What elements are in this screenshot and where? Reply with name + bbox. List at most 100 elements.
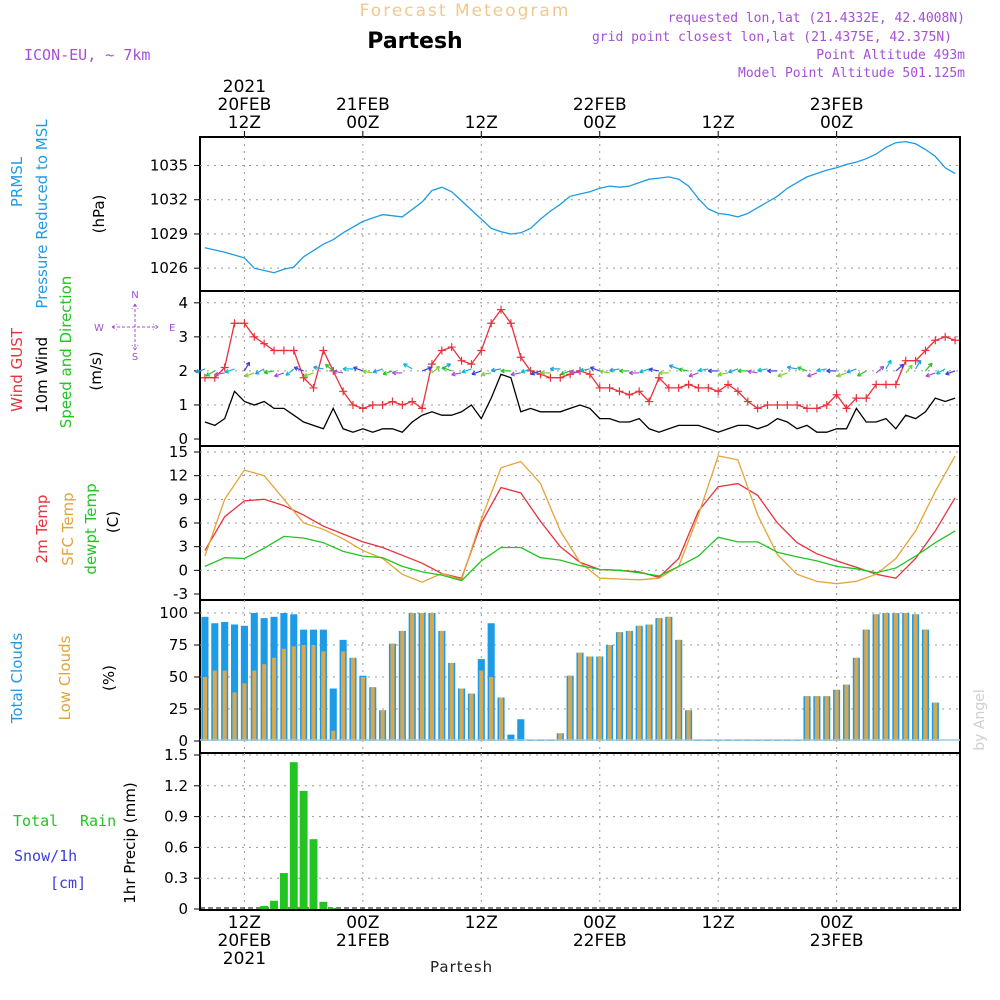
y-tick-label: 3 xyxy=(178,538,188,556)
low-clouds-bar xyxy=(410,613,415,741)
gust-point xyxy=(408,397,417,406)
wind-direction-arrow xyxy=(521,368,531,373)
temperature-panel: -3 0 3 6 9 12 15 xyxy=(169,443,961,603)
gust-point xyxy=(447,343,456,352)
low-clouds-bar xyxy=(587,656,592,741)
wind-direction-arrowhead xyxy=(490,367,496,373)
gust-point xyxy=(793,400,802,409)
wind-direction-arrowhead xyxy=(826,368,831,374)
wind-direction-arrow xyxy=(777,372,788,377)
gust-point xyxy=(872,380,881,389)
gust-point xyxy=(881,380,890,389)
wind-direction-arrowhead xyxy=(427,366,432,371)
temp-dewpt-label: dewpt Temp xyxy=(82,483,100,574)
top-axis-hour: 12Z xyxy=(228,113,261,133)
wind-direction-arrowhead xyxy=(263,369,269,375)
rain-label: Rain xyxy=(80,812,116,830)
gust-point xyxy=(289,346,298,355)
rain-bar xyxy=(309,839,318,909)
gust-point xyxy=(941,332,950,341)
low-clouds-bar xyxy=(498,697,504,741)
snow-unit-label: [cm] xyxy=(50,874,86,892)
low-clouds-bar xyxy=(429,613,435,741)
wind-direction-arrow xyxy=(471,370,482,375)
y-tick-label: -3 xyxy=(173,585,188,603)
wind-direction-arrowhead xyxy=(887,359,892,365)
wind-direction-arrow xyxy=(491,368,502,372)
wind-direction-arrow xyxy=(333,370,344,374)
gust-point xyxy=(418,404,427,413)
wind-direction-arrowhead xyxy=(797,366,802,371)
prmsl-label: PRMSL xyxy=(8,156,26,207)
wind-direction-arrowhead xyxy=(767,368,772,374)
low-clouds-bar xyxy=(350,657,356,741)
top-axis-hour: 00Z xyxy=(820,113,853,133)
gust-point xyxy=(704,383,713,392)
gust-point xyxy=(368,400,377,409)
wind-direction-arrowhead xyxy=(628,370,634,376)
wind-direction-arrow xyxy=(836,372,847,377)
y-tick-label: 15 xyxy=(169,443,188,461)
wind-direction-arrowhead xyxy=(658,370,663,376)
wind-direction-arrowhead xyxy=(471,370,476,376)
wind-direction-arrow xyxy=(718,372,729,376)
wind-direction-arrow xyxy=(285,368,295,376)
rain-bar xyxy=(270,900,278,909)
wind-direction-arrow xyxy=(362,370,373,374)
gust-point xyxy=(753,404,762,413)
gust-point xyxy=(595,383,604,392)
wind-direction-arrowhead xyxy=(325,363,330,369)
low-clouds-bar xyxy=(271,657,277,741)
low-clouds-bar xyxy=(933,702,938,741)
wind-direction-arrow xyxy=(244,372,255,377)
wind-direction-arrowhead xyxy=(698,367,703,373)
low-clouds-bar xyxy=(577,652,583,741)
pressure-unit-label: (hPa) xyxy=(90,195,108,234)
bottom-axis-hour: 00Z xyxy=(583,913,616,933)
wind-direction-arrow xyxy=(698,368,709,372)
sfc-temp-line xyxy=(204,455,956,585)
y-tick-label: 1032 xyxy=(150,191,188,209)
pressure-panel: 1026 1029 1032 1035 xyxy=(150,136,961,292)
rain-bar xyxy=(260,905,269,909)
wind-direction-arrow xyxy=(728,368,739,373)
low-clouds-bar xyxy=(647,624,652,741)
gust-point xyxy=(319,346,328,355)
y-tick-label: 0 xyxy=(178,561,188,579)
wind-direction-arrowhead xyxy=(619,368,624,374)
low-clouds-bar xyxy=(854,657,859,741)
top-axis-hour: 12Z xyxy=(465,113,498,133)
wind-direction-arrowhead xyxy=(648,367,654,373)
wind-direction-arrow xyxy=(313,366,324,370)
wind-direction-arrow xyxy=(255,368,265,375)
low-clouds-bar xyxy=(242,683,247,741)
low-clouds-bar xyxy=(420,613,425,741)
total-clouds-bar xyxy=(517,719,525,741)
wind-direction-arrowhead xyxy=(500,368,505,374)
wind-direction-arrowhead xyxy=(899,363,905,369)
wind-speed-direction-label: Speed and Direction xyxy=(57,276,75,429)
bottom-axis-year: 2021 xyxy=(223,949,266,969)
wind-direction-arrowhead xyxy=(925,372,930,378)
bottom-axis-date: 21FEB xyxy=(336,931,390,951)
wind-direction-arrowhead xyxy=(639,368,644,374)
wind-direction-arrow xyxy=(325,364,334,372)
gust-point xyxy=(901,356,910,365)
10m-wind-line xyxy=(204,373,956,433)
wind-direction-arrowhead xyxy=(936,370,941,375)
low-clouds-bar xyxy=(686,710,691,741)
wind-gust-line xyxy=(204,308,956,410)
wind-direction-arrowhead xyxy=(313,365,318,371)
wind-direction-arrow xyxy=(214,372,225,376)
gust-point xyxy=(911,356,920,365)
low-clouds-bar xyxy=(360,677,365,741)
wind-direction-arrowhead xyxy=(520,368,526,374)
temp-2m-label: 2m Temp xyxy=(33,495,51,564)
wind-direction-arrow xyxy=(451,372,462,376)
gust-point xyxy=(931,336,940,345)
meteogram-title: Forecast Meteogram xyxy=(360,1,571,21)
model-altitude: Model Point Altitude 501.125m xyxy=(738,66,965,81)
wind-direction-arrow xyxy=(481,372,492,376)
y-tick-label: 0 xyxy=(178,900,188,918)
